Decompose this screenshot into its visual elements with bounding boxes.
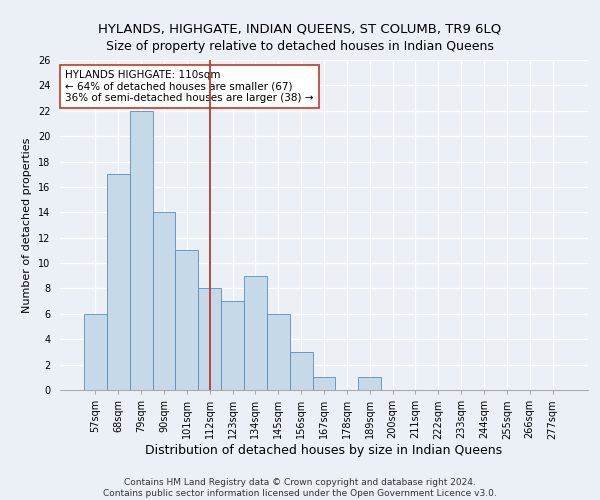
Bar bbox=[84, 314, 107, 390]
Bar bbox=[221, 301, 244, 390]
Bar bbox=[244, 276, 267, 390]
Bar bbox=[107, 174, 130, 390]
Text: Contains HM Land Registry data © Crown copyright and database right 2024.
Contai: Contains HM Land Registry data © Crown c… bbox=[103, 478, 497, 498]
Bar bbox=[267, 314, 290, 390]
Text: HYLANDS HIGHGATE: 110sqm
← 64% of detached houses are smaller (67)
36% of semi-d: HYLANDS HIGHGATE: 110sqm ← 64% of detach… bbox=[65, 70, 314, 103]
Bar bbox=[358, 378, 381, 390]
Bar bbox=[130, 111, 152, 390]
Bar bbox=[290, 352, 313, 390]
Bar bbox=[152, 212, 175, 390]
Bar bbox=[313, 378, 335, 390]
Bar bbox=[175, 250, 198, 390]
Bar bbox=[198, 288, 221, 390]
Y-axis label: Number of detached properties: Number of detached properties bbox=[22, 138, 32, 312]
Text: HYLANDS, HIGHGATE, INDIAN QUEENS, ST COLUMB, TR9 6LQ: HYLANDS, HIGHGATE, INDIAN QUEENS, ST COL… bbox=[98, 22, 502, 36]
X-axis label: Distribution of detached houses by size in Indian Queens: Distribution of detached houses by size … bbox=[145, 444, 503, 457]
Text: Size of property relative to detached houses in Indian Queens: Size of property relative to detached ho… bbox=[106, 40, 494, 53]
